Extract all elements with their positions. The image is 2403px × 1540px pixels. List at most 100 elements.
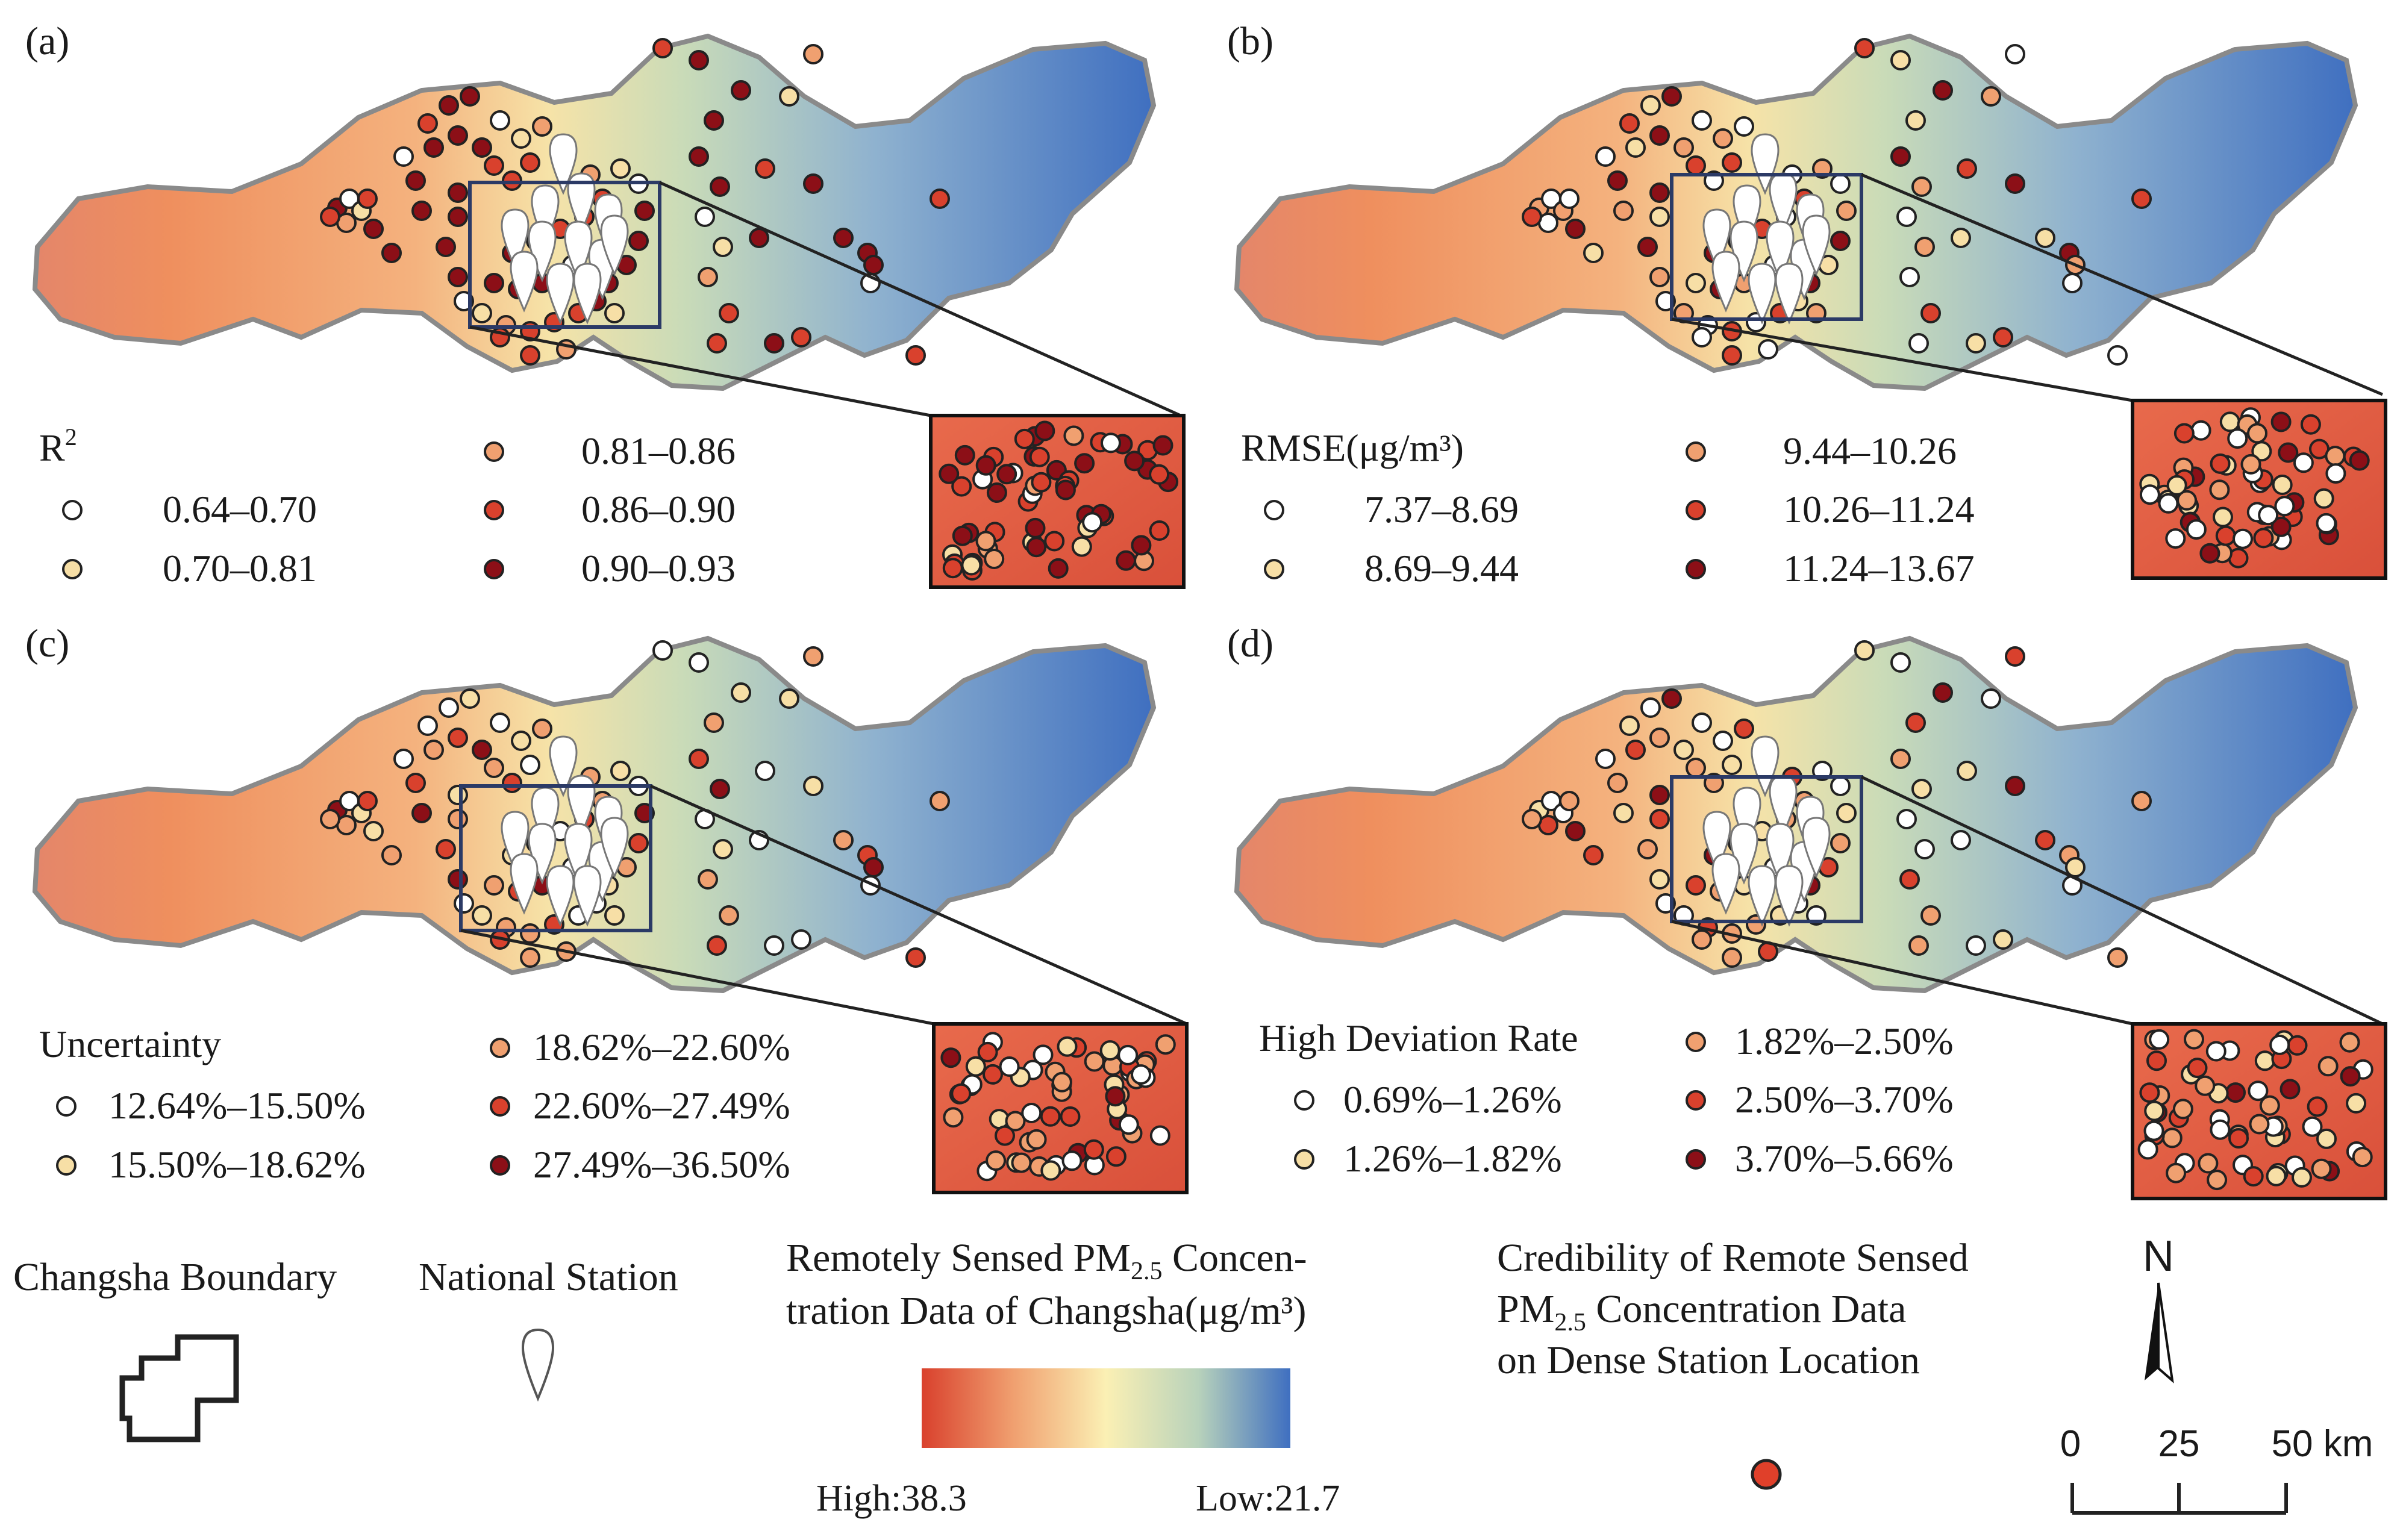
station-dot xyxy=(363,821,384,841)
station-dot xyxy=(707,935,727,956)
station-dot xyxy=(1661,86,1682,107)
station-dot xyxy=(634,201,655,221)
inset-station-dot xyxy=(2287,1035,2308,1056)
national-station-marker xyxy=(501,811,530,873)
station-dot xyxy=(2035,830,2055,850)
station-dot xyxy=(689,50,709,70)
inset-station-dot xyxy=(1005,1111,1026,1132)
legend-title: R2 xyxy=(39,423,77,469)
inset-station-dot xyxy=(2207,1170,2228,1191)
inset-station-dot xyxy=(2173,423,2195,444)
station-dot xyxy=(1836,201,1857,221)
national-station-marker xyxy=(510,251,539,313)
legend-swatch xyxy=(1686,441,1706,462)
north-label: N xyxy=(2143,1232,2174,1280)
station-dot xyxy=(1836,803,1857,823)
inset-station-dot xyxy=(1152,435,1173,456)
national-station-marker xyxy=(1733,787,1761,849)
legend-swatch xyxy=(62,559,83,579)
scale-tick-label: 50 km xyxy=(2272,1423,2373,1465)
national-station-marker xyxy=(573,263,602,325)
pm-title-line1: Remotely Sensed PM2.5 Concen- xyxy=(786,1236,1307,1285)
inset-station-dot xyxy=(2307,1096,2328,1117)
station-dot xyxy=(405,170,426,191)
legend-swatch xyxy=(490,1155,510,1176)
inset-station-dot xyxy=(996,464,1017,485)
station-dot xyxy=(520,755,540,775)
inset-station-dot xyxy=(2158,493,2179,514)
inset-station-dot xyxy=(2302,1116,2323,1137)
pm-high-label: High:38.3 xyxy=(816,1478,967,1519)
station-dot xyxy=(1649,785,1670,805)
station-dot xyxy=(1920,905,1941,926)
credibility-line2: PM2.5 Concentration Data xyxy=(1497,1287,1906,1336)
station-dot xyxy=(698,869,718,890)
inset-dots xyxy=(2139,407,2370,569)
inset-station-dot xyxy=(1099,1040,1120,1061)
national-station-marker xyxy=(1702,811,1731,873)
inset-station-dot xyxy=(1029,446,1050,467)
legend-class-label: 8.69–9.44 xyxy=(1364,547,1519,590)
station-dot xyxy=(1830,231,1851,251)
inset-station-dot xyxy=(954,444,975,466)
station-dot xyxy=(357,189,378,209)
inset-station-dot xyxy=(2165,528,2186,549)
inset-station-dot xyxy=(2186,519,2207,540)
national-stations xyxy=(1702,735,1831,927)
legend-title: Uncertainty xyxy=(39,1023,221,1065)
station-dot xyxy=(2107,345,2128,366)
scale-tick-label: 0 xyxy=(2060,1423,2081,1465)
inset-station-dot xyxy=(1040,1160,1061,1181)
inset-station-dot xyxy=(1074,453,1095,474)
legend-swatch xyxy=(484,441,504,462)
station-dot xyxy=(779,86,799,107)
station-dot xyxy=(1890,749,1911,769)
legend-class-label: 3.70%–5.66% xyxy=(1735,1137,1954,1180)
zoom-box xyxy=(1670,775,1863,923)
inset-station-dot xyxy=(2247,423,2267,444)
inset-station-dot xyxy=(2205,1041,2226,1062)
station-dot xyxy=(1595,146,1616,167)
north-arrow-left xyxy=(2145,1283,2158,1380)
inset-dots xyxy=(2137,1029,2373,1191)
panel-b: (b) RMSE(μg/m³) 7.37–8.69 8.69–9.44 9.44–1… xyxy=(1227,19,2387,590)
station-dot xyxy=(930,189,950,209)
station-dot xyxy=(1933,80,1953,101)
station-dot xyxy=(1637,237,1658,257)
inset-station-dot xyxy=(2311,1158,2332,1179)
inset-station-dot xyxy=(2258,505,2279,526)
station-dot xyxy=(1640,697,1661,718)
inset-station-dot xyxy=(2352,1147,2373,1168)
station-dot xyxy=(610,158,631,179)
inset-station-dot xyxy=(2172,1099,2193,1120)
credibility-line3: on Dense Station Location xyxy=(1497,1338,1920,1382)
station-dot xyxy=(1981,688,2001,709)
station-dot xyxy=(1692,110,1712,131)
inset-station-dot xyxy=(2253,528,2274,549)
national-station-marker xyxy=(1730,823,1758,885)
legend-class-label: 9.44–10.26 xyxy=(1783,429,1957,472)
station-dot xyxy=(2035,228,2055,248)
station-dot xyxy=(448,207,468,227)
station-dot xyxy=(448,809,468,829)
station-dot xyxy=(454,893,474,914)
station-dot xyxy=(1559,189,1580,209)
inset-dots xyxy=(940,1032,1176,1182)
pm-color-ramp xyxy=(922,1368,1290,1448)
zoom-line xyxy=(460,929,934,1026)
inset-station-dot xyxy=(984,549,1005,569)
station-dot xyxy=(1951,228,1971,248)
station-dot xyxy=(1692,712,1712,733)
inset-station-dot xyxy=(2313,488,2334,509)
station-dot xyxy=(2062,273,2083,293)
station-dot xyxy=(363,219,384,239)
legend-class-label: 0.86–0.90 xyxy=(581,488,736,531)
station-dot xyxy=(520,152,540,173)
legend-class-label: 15.50%–18.62% xyxy=(108,1143,366,1186)
station-dot xyxy=(1619,715,1640,736)
station-dot xyxy=(1957,761,1977,781)
station-dot xyxy=(1686,875,1706,896)
inset-station-dot xyxy=(2317,1056,2339,1077)
inset-station-dot xyxy=(2149,1029,2170,1050)
inset-station-dot xyxy=(2219,411,2240,432)
